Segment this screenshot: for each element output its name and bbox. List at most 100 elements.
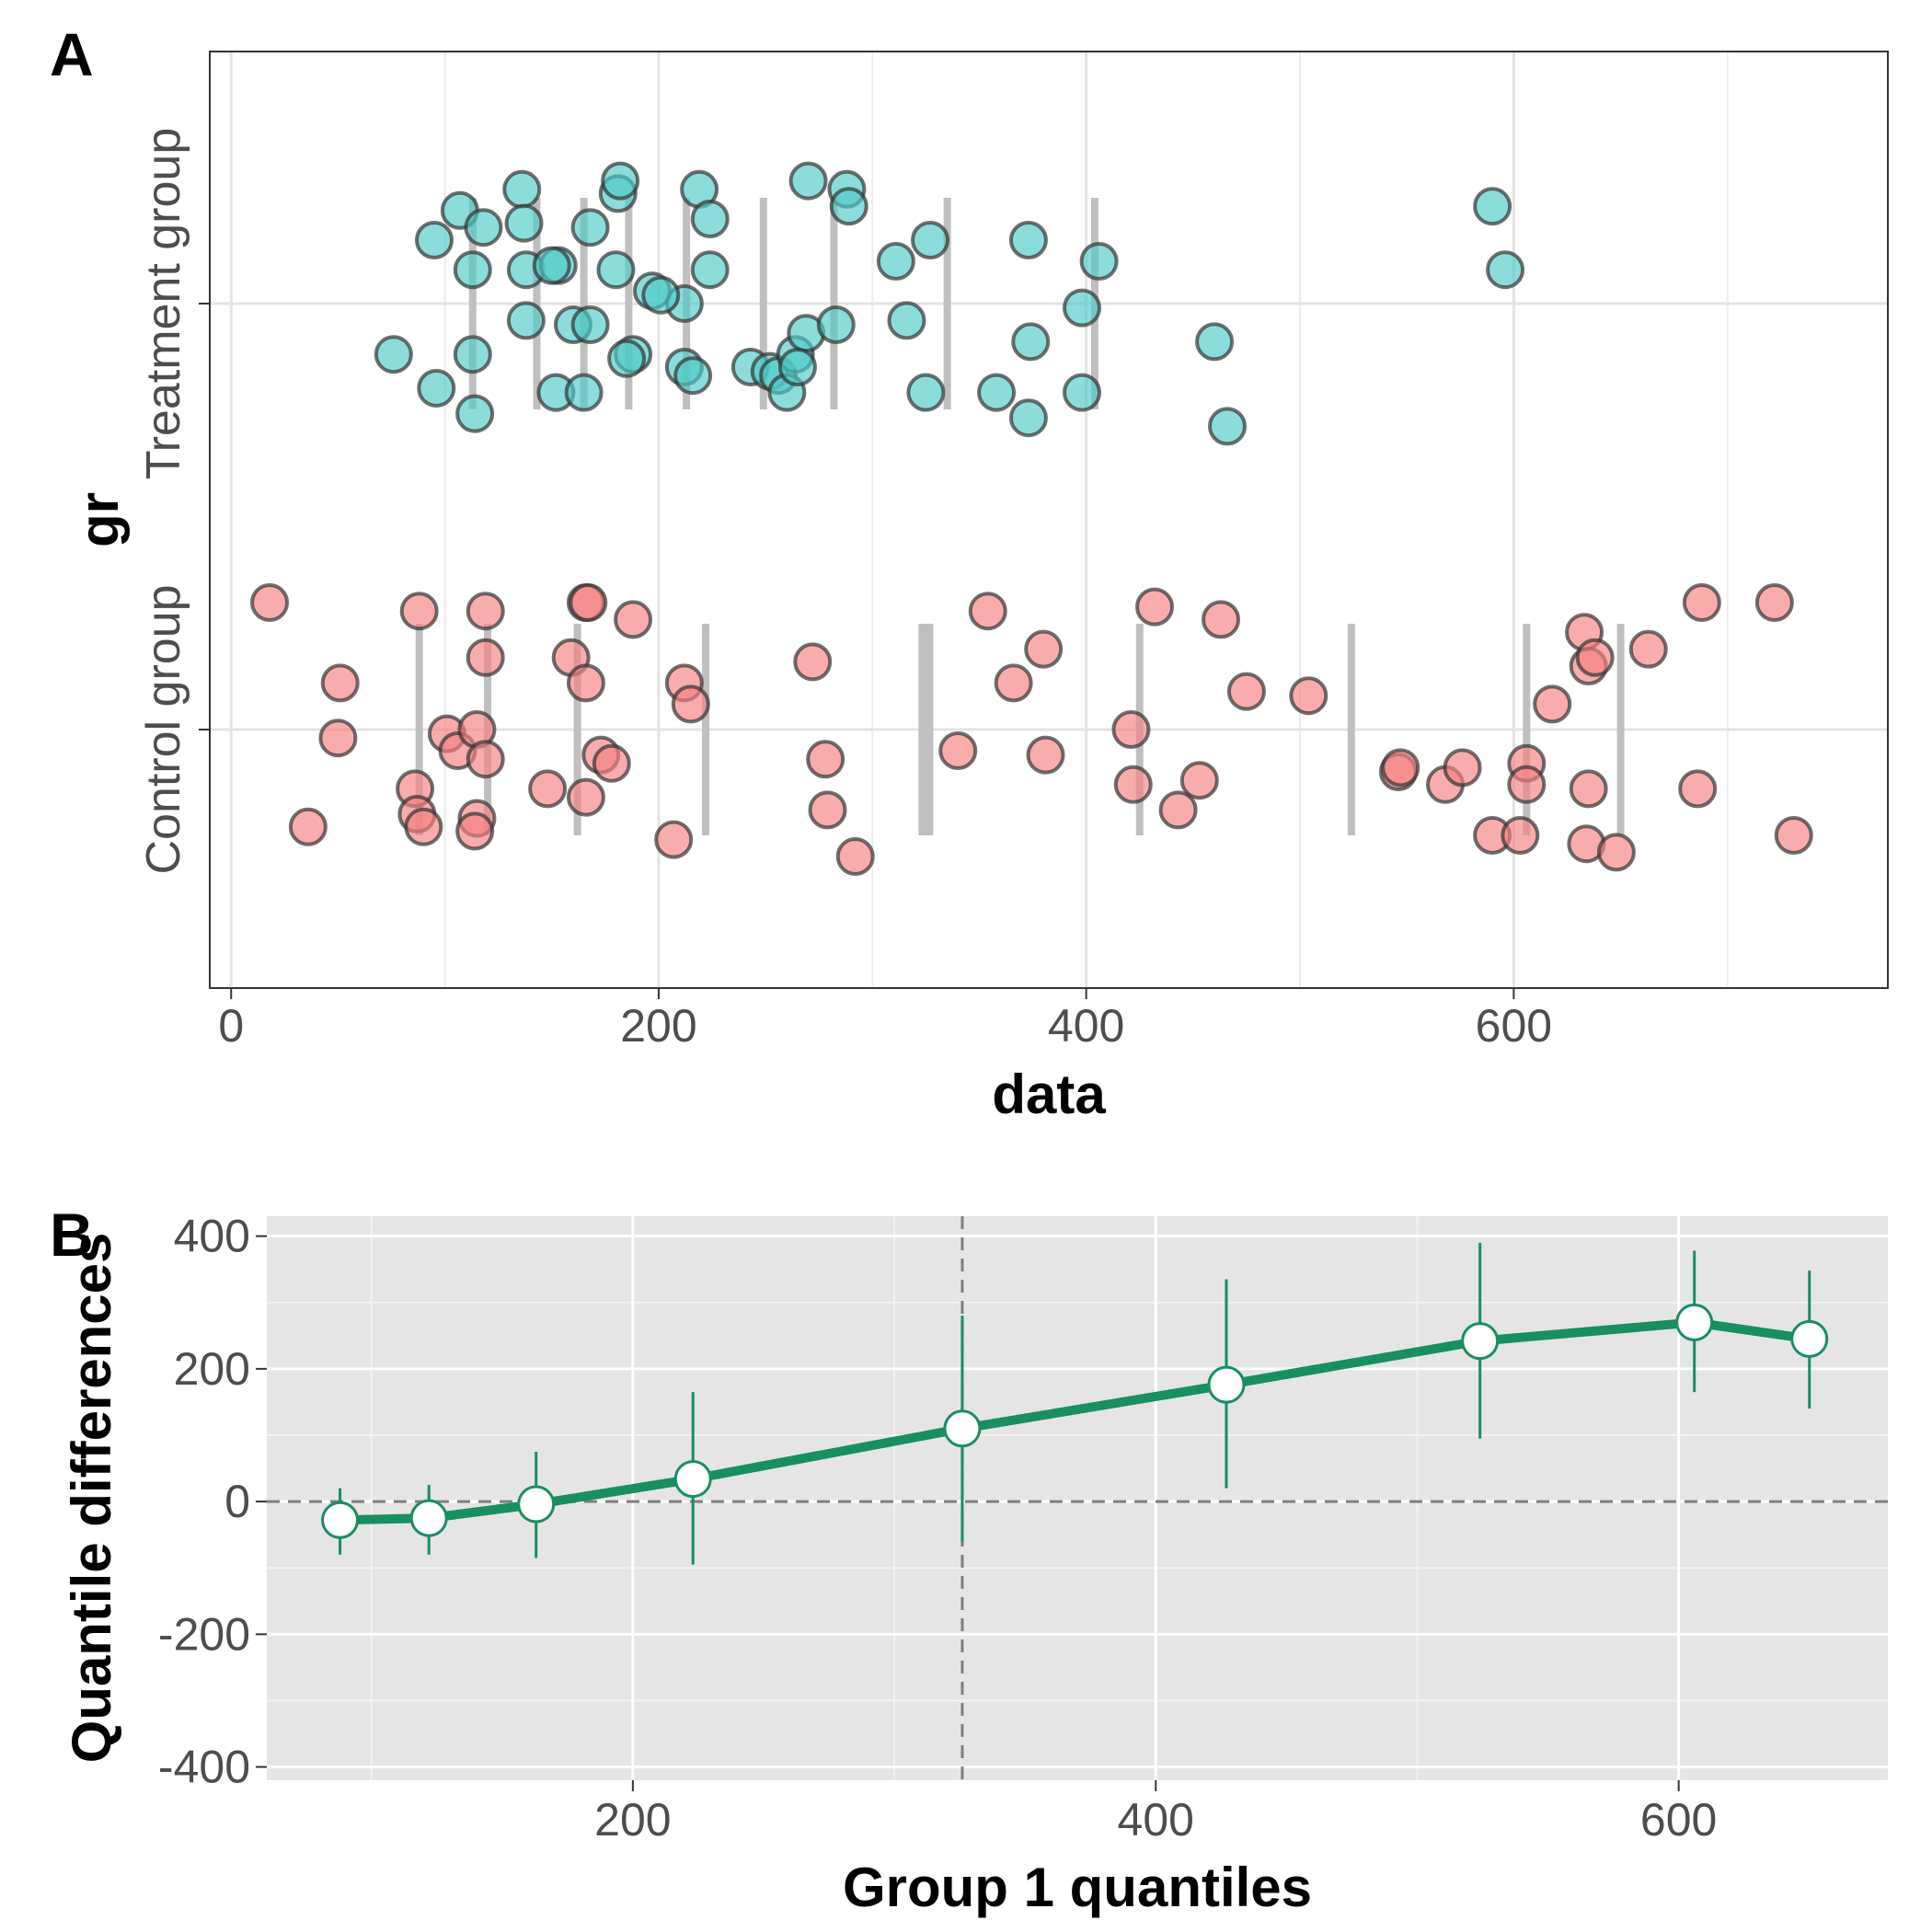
treatment-point [690,250,730,290]
quantile-point [943,1409,982,1448]
control-point [466,592,505,631]
treatment-point [673,356,713,396]
y-category-label: Treatment group [137,128,190,479]
treatment-point [977,373,1017,412]
control-point [793,642,833,682]
control-point [1507,765,1547,804]
treatment-point [532,246,571,285]
y-tick-label: -400 [158,1742,250,1793]
treatment-point [570,305,610,344]
panel-b-x-axis-title: Group 1 quantiles [843,1857,1312,1918]
panel-a-x-axis-title: data [992,1064,1106,1125]
treatment-point [601,161,640,201]
control-point [1026,735,1065,775]
control-point [528,769,568,809]
treatment-point [777,348,817,386]
treatment-point [502,169,542,209]
control-point [938,731,978,770]
panel-a-label: A [50,20,94,88]
control-point [455,811,495,851]
treatment-point [911,221,950,259]
control-point [1754,583,1794,622]
panel-b-label: B [50,1201,94,1269]
panel-a-y-ticks: Treatment group Control group [137,128,210,875]
panel-b-x-ticks: 200 400 600 [594,1780,1717,1846]
treatment-point [1063,373,1102,412]
panel-b-background [267,1216,1888,1780]
control-point [1135,587,1175,627]
x-tick-label: 600 [1640,1794,1717,1846]
control-point [968,592,1007,631]
control-point [466,740,505,779]
control-point [1774,816,1813,855]
treatment-point [453,335,492,374]
control-point [806,740,845,779]
control-point [1202,600,1241,639]
treatment-point [1473,187,1512,226]
panel-b-y-axis-title: Quantile differences [61,1233,122,1764]
treatment-point [1011,322,1051,362]
control-point [654,820,694,859]
x-tick-label: 200 [594,1794,671,1846]
treatment-point [641,275,681,315]
control-point [1113,765,1153,804]
quantile-point [1790,1319,1829,1358]
panel-b: 200 400 600 -400 -200 0 200 400 B Group 1 quan… [50,1201,1888,1918]
treatment-point [1008,398,1048,438]
y-category-label: Control group [137,584,190,874]
treatment-point [607,339,647,378]
panel-b-points [321,1303,1829,1539]
quantile-point [673,1460,712,1499]
control-point [288,807,328,846]
treatment-point [1486,250,1525,290]
treatment-point [374,335,413,374]
y-tick-label: 400 [174,1211,250,1262]
control-point [1158,790,1198,830]
control-point [1443,748,1482,788]
quantile-point [1675,1303,1714,1341]
control-point [835,837,875,876]
treatment-point [906,373,946,412]
panel-a-border [209,51,1889,989]
y-tick-label: 200 [174,1343,250,1395]
panel-a-points [250,161,1813,876]
y-tick-label: -200 [158,1608,250,1660]
control-point [320,663,360,703]
panel-a-x-ticks: 0 200 400 600 [218,988,1552,1052]
treatment-point [464,208,503,247]
control-point [318,719,358,758]
treatment-point [453,250,492,290]
treatment-point [829,187,868,226]
control-point [1501,816,1540,855]
treatment-point [1195,322,1235,362]
control-point [1596,833,1636,872]
treatment-point [1008,221,1048,259]
treatment-point [887,301,926,340]
control-point [808,790,847,830]
control-point [1111,710,1151,749]
panel-a-y-axis-title: gr [68,492,130,547]
x-tick-label: 400 [1048,1000,1124,1052]
control-point [994,663,1033,703]
x-tick-label: 600 [1476,1000,1552,1052]
control-point [1628,629,1668,669]
control-point [466,638,505,677]
control-point [671,684,710,724]
control-point [1682,583,1721,622]
control-point [569,583,608,622]
control-point [1575,638,1615,677]
treatment-point [506,301,546,340]
treatment-point [788,161,828,201]
panel-a-gridlines [210,52,1888,988]
treatment-point [1063,288,1102,328]
x-tick-label: 200 [620,1000,696,1052]
treatment-point [876,242,915,281]
treatment-point [414,221,454,259]
control-point [1289,676,1328,716]
control-point [1381,748,1420,788]
control-point [592,743,631,783]
treatment-point [596,250,636,290]
treatment-point [1079,242,1119,281]
quantile-point [321,1501,360,1539]
